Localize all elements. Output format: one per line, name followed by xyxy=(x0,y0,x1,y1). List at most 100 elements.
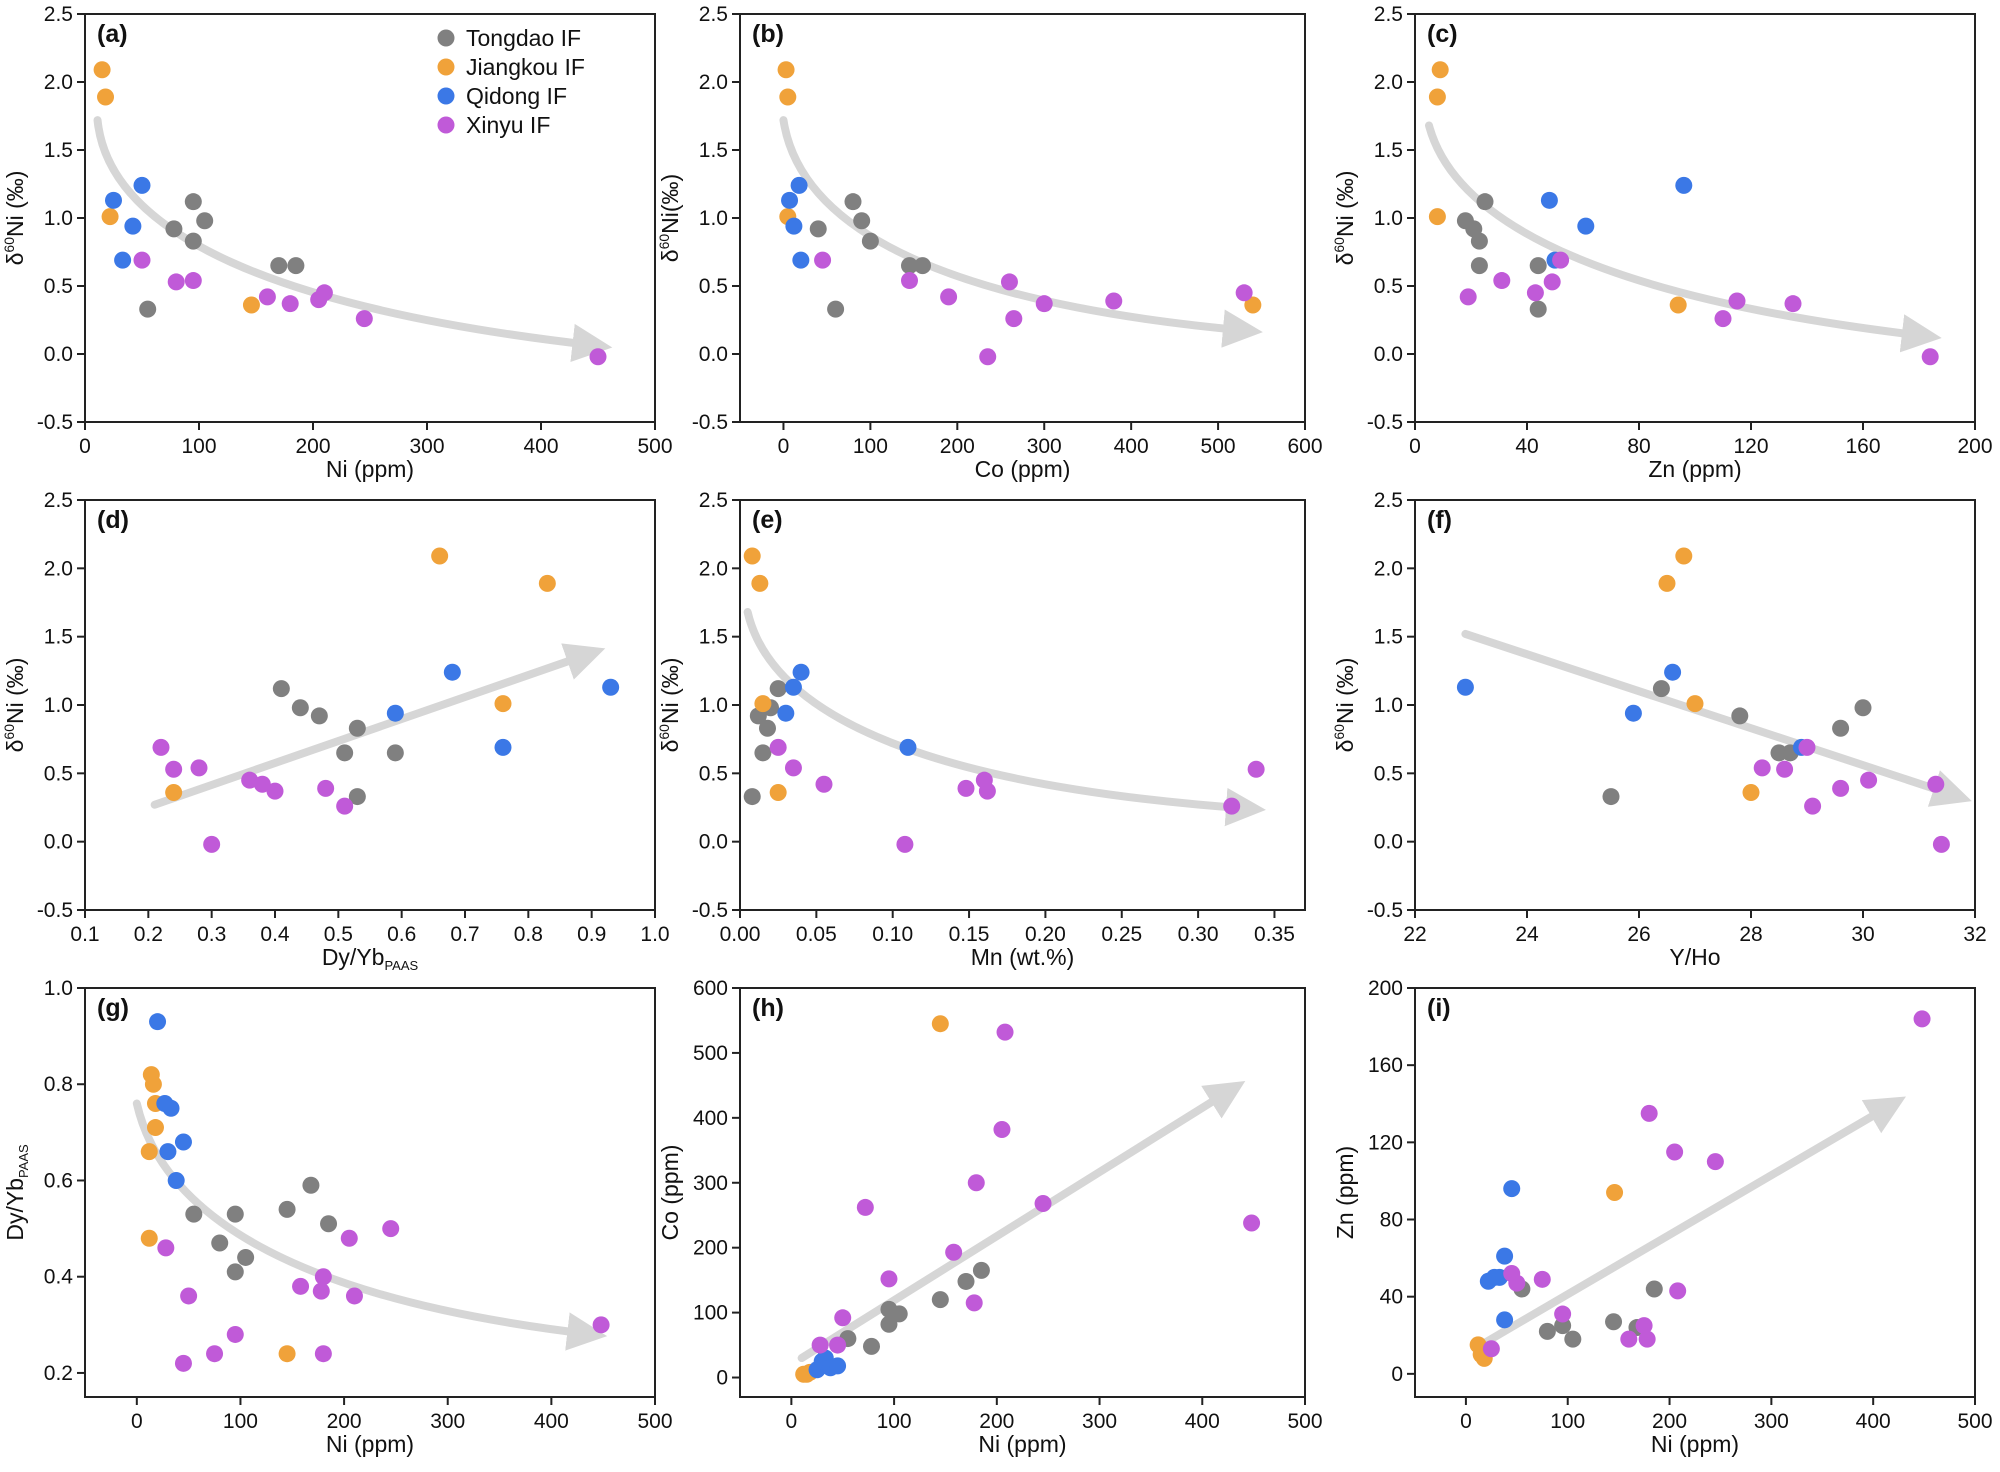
y-tick-label: 2.5 xyxy=(1374,489,1403,512)
data-point-jiangkou xyxy=(754,695,772,713)
data-point-xinyu xyxy=(1554,1305,1572,1323)
data-point-qidong xyxy=(1540,191,1558,209)
x-axis-label: Co (ppm) xyxy=(975,456,1071,482)
data-point-jiangkou xyxy=(242,296,260,314)
legend-marker-xinyu xyxy=(437,116,455,134)
x-tick-label: 32 xyxy=(1963,923,1986,946)
data-point-jiangkou xyxy=(1675,547,1693,565)
data-point-tongdao xyxy=(291,699,309,717)
panel-h: 0 100 200 300 400 500 0 100 200 300 400 500 600 Ni (p… xyxy=(657,977,1323,1457)
data-point-xinyu xyxy=(880,1270,898,1288)
data-point-xinyu xyxy=(281,295,299,313)
y-tick-label: 0.0 xyxy=(1374,343,1403,366)
data-point-xinyu xyxy=(769,738,787,756)
x-tick-label: 30 xyxy=(1851,923,1874,946)
data-point-xinyu xyxy=(203,835,221,853)
data-point-tongdao xyxy=(139,300,157,318)
x-tick-label: 400 xyxy=(523,435,558,458)
y-tick-label: 0.2 xyxy=(44,1362,73,1385)
data-point-qidong xyxy=(781,191,799,209)
data-point-tongdao xyxy=(302,1176,320,1194)
x-tick-label: 24 xyxy=(1515,923,1539,946)
x-tick-label: 0 xyxy=(786,1410,798,1433)
y-tick-label: 0 xyxy=(1391,1363,1403,1386)
data-point-xinyu xyxy=(1921,348,1939,366)
y-tick-label: 200 xyxy=(693,1237,728,1260)
data-point-tongdao xyxy=(890,1305,908,1323)
trend-arrow xyxy=(1477,1096,1906,1349)
data-point-tongdao xyxy=(862,1337,880,1355)
trend-arrow xyxy=(93,116,613,363)
data-point-xinyu xyxy=(1638,1330,1656,1348)
y-axis-label: Zn (ppm) xyxy=(1332,1146,1358,1239)
y-tick-label: -0.5 xyxy=(37,411,73,434)
trend-arrow xyxy=(779,116,1263,348)
x-axis-label: Ni (ppm) xyxy=(326,1431,414,1457)
data-point-xinyu xyxy=(345,1287,363,1305)
data-point-tongdao xyxy=(184,193,202,211)
data-point-tongdao xyxy=(1731,707,1749,725)
y-tick-label: 500 xyxy=(693,1042,728,1065)
data-point-tongdao xyxy=(348,788,366,806)
panel-label: (d) xyxy=(97,506,129,534)
data-point-xinyu xyxy=(315,284,333,302)
x-tick-label: 200 xyxy=(327,1410,362,1433)
data-point-tongdao xyxy=(827,300,845,318)
data-point-tongdao xyxy=(287,257,305,275)
data-point-xinyu xyxy=(1552,251,1570,269)
plot-frame xyxy=(84,499,656,911)
data-point-tongdao xyxy=(226,1205,244,1223)
data-point-jiangkou xyxy=(931,1015,949,1033)
data-point-jiangkou xyxy=(431,547,449,565)
y-tick-label: 1.0 xyxy=(699,694,728,717)
y-tick-label: -0.5 xyxy=(37,899,73,922)
y-tick-label: 0.0 xyxy=(699,343,728,366)
data-point-xinyu xyxy=(1860,771,1878,789)
y-tick-label: 0.0 xyxy=(44,343,73,366)
y-tick-label: -0.5 xyxy=(1367,899,1403,922)
x-tick-label: 400 xyxy=(1114,435,1149,458)
data-point-tongdao xyxy=(320,1215,338,1233)
y-tick-label: 1.5 xyxy=(1374,139,1403,162)
y-tick-label: 0.8 xyxy=(44,1073,73,1096)
data-point-xinyu xyxy=(1543,273,1561,291)
y-tick-label: 1.0 xyxy=(1374,694,1403,717)
data-point-jiangkou xyxy=(1606,1184,1624,1201)
data-point-tongdao xyxy=(743,788,761,806)
data-point-xinyu xyxy=(957,779,975,797)
y-tick-label: 2.0 xyxy=(699,557,728,580)
data-point-qidong xyxy=(1664,663,1682,681)
x-tick-label: 28 xyxy=(1739,923,1762,946)
data-point-xinyu xyxy=(1508,1274,1526,1292)
data-point-xinyu xyxy=(1669,1282,1687,1300)
x-tick-label: 500 xyxy=(637,435,672,458)
plot-frame xyxy=(1414,987,1976,1398)
trend-arrow xyxy=(1425,121,1942,353)
data-point-xinyu xyxy=(184,272,202,290)
data-point-qidong xyxy=(1503,1180,1521,1198)
legend-label: Tongdao IF xyxy=(466,25,581,51)
data-point-xinyu xyxy=(157,1239,175,1257)
panel-d: 0.1 0.2 0.3 0.4 0.5 0.6 0.7 0.8 0.9 1.0 -0.5 0.0 0.5… xyxy=(1,489,670,973)
data-point-tongdao xyxy=(237,1248,255,1266)
trend-arrow xyxy=(1461,629,1972,807)
plot-frame xyxy=(84,987,656,1398)
data-point-tongdao xyxy=(386,744,404,762)
data-point-jiangkou xyxy=(779,88,797,106)
data-point-xinyu xyxy=(1035,295,1053,313)
data-point-tongdao xyxy=(1605,1313,1623,1331)
data-point-xinyu xyxy=(1105,292,1123,310)
data-point-xinyu xyxy=(253,775,271,793)
data-point-xinyu xyxy=(1034,1195,1052,1213)
x-tick-label: 0.5 xyxy=(324,923,353,946)
data-point-qidong xyxy=(899,738,917,756)
x-tick-label: 500 xyxy=(1201,435,1236,458)
y-tick-label: 0.0 xyxy=(44,831,73,854)
data-point-xinyu xyxy=(967,1174,985,1192)
y-tick-label: 0.0 xyxy=(1374,831,1403,854)
x-tick-label: 500 xyxy=(1287,1410,1322,1433)
y-tick-label: 400 xyxy=(693,1107,728,1130)
y-axis-label: δ60Ni (‰) xyxy=(656,658,683,753)
